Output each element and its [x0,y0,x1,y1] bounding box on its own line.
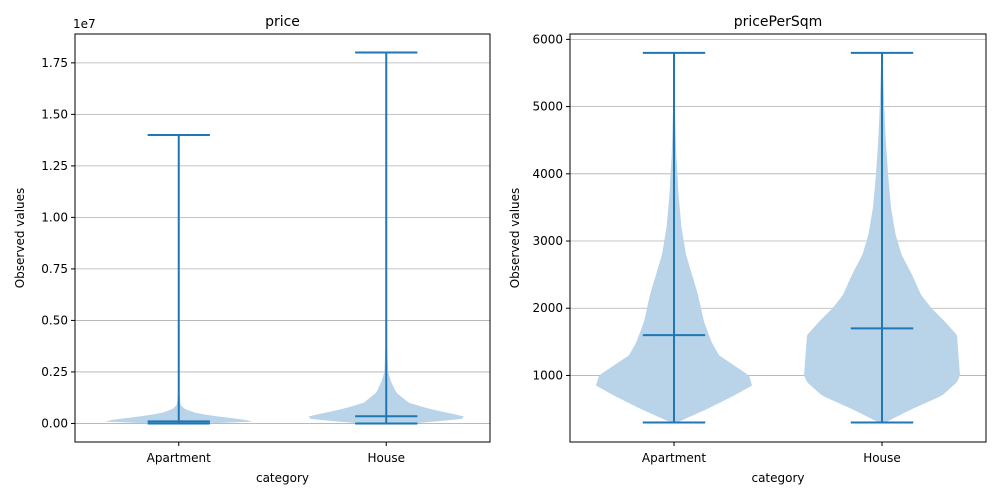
y-tick-label: 5000 [532,100,563,114]
y-axis-title: Observed values [13,188,27,289]
y-offset-label: 1e7 [73,17,96,31]
x-tick-label: Apartment [147,451,211,465]
y-tick-label: 1000 [532,368,563,382]
y-tick-label: 0.50 [41,313,68,327]
x-tick-label: Apartment [642,451,706,465]
y-tick-label: 4000 [532,167,563,181]
y-tick-label: 1.75 [41,56,68,70]
axes-frame [569,33,987,443]
y-tick-label: 6000 [532,32,563,46]
axes-frame [74,33,491,443]
y-tick-label: 0.75 [41,262,68,276]
x-axis-title: category [256,471,309,485]
chart-title: price [265,14,300,30]
y-tick-label: 2000 [532,301,563,315]
y-tick-label: 0.00 [41,416,68,430]
x-axis-title: category [751,471,804,485]
y-axis-title: Observed values [508,188,522,289]
y-tick-label: 1.00 [41,210,68,224]
y-tick-label: 3000 [532,234,563,248]
chart-title: pricePerSqm [734,14,823,30]
y-tick-label: 1.25 [41,159,68,173]
x-tick-label: House [367,451,405,465]
y-tick-label: 0.25 [41,365,68,379]
x-tick-label: House [863,451,901,465]
violin-panel-price-per-sqm: 1000 2000 3000 4000 5000 6000 Apartment House pr… [508,14,987,485]
y-tick-label: 1.50 [41,107,68,121]
violin-panel-price: 0.00 0.25 0.50 0.75 1.00 1.25 1.50 1.75 Apartmen… [13,14,491,485]
